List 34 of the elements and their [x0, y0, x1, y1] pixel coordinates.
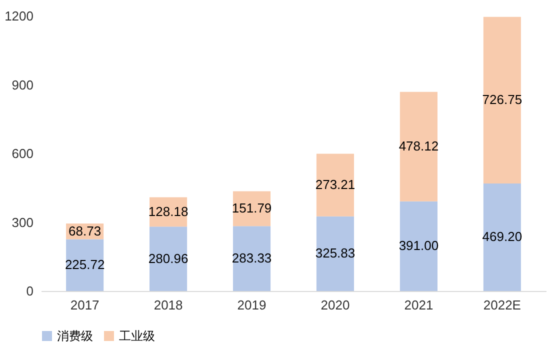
bar [483, 183, 521, 291]
data-label: 283.33 [232, 250, 272, 266]
legend-label: 消费级 [57, 329, 93, 343]
data-label: 325.83 [315, 246, 356, 261]
data-label: 280.96 [148, 250, 188, 266]
data-label: 225.72 [64, 257, 105, 272]
data-label: 128.18 [148, 204, 188, 219]
x-tick-label: 2018 [154, 298, 183, 312]
bar [400, 201, 438, 291]
bar [316, 216, 354, 291]
bar [316, 154, 354, 216]
data-label: 391.00 [398, 238, 439, 254]
bar [150, 226, 188, 291]
x-tick-label: 2021 [404, 298, 434, 312]
bar [400, 92, 438, 202]
data-label: 273.21 [315, 177, 356, 192]
data-label: 478.12 [398, 138, 439, 154]
x-tick-label: 2017 [70, 298, 100, 312]
data-label: 151.79 [232, 200, 272, 216]
x-tick-label: 2019 [237, 298, 266, 312]
data-label: 469.20 [482, 229, 522, 244]
data-label: 68.73 [68, 223, 102, 238]
x-tick-label: 2020 [320, 298, 350, 312]
y-tick-label: 600 [12, 146, 34, 161]
y-tick-label: 0 [26, 284, 34, 298]
x-tick-label: 2022E [483, 298, 522, 312]
y-tick-label: 300 [12, 214, 34, 230]
legend-label: 工业级 [119, 329, 155, 343]
data-label: 726.75 [482, 92, 522, 108]
y-tick-label: 900 [12, 77, 34, 92]
bar [483, 16, 521, 184]
y-tick-label: 1200 [4, 8, 34, 24]
bar [66, 239, 104, 291]
bar [232, 226, 271, 291]
